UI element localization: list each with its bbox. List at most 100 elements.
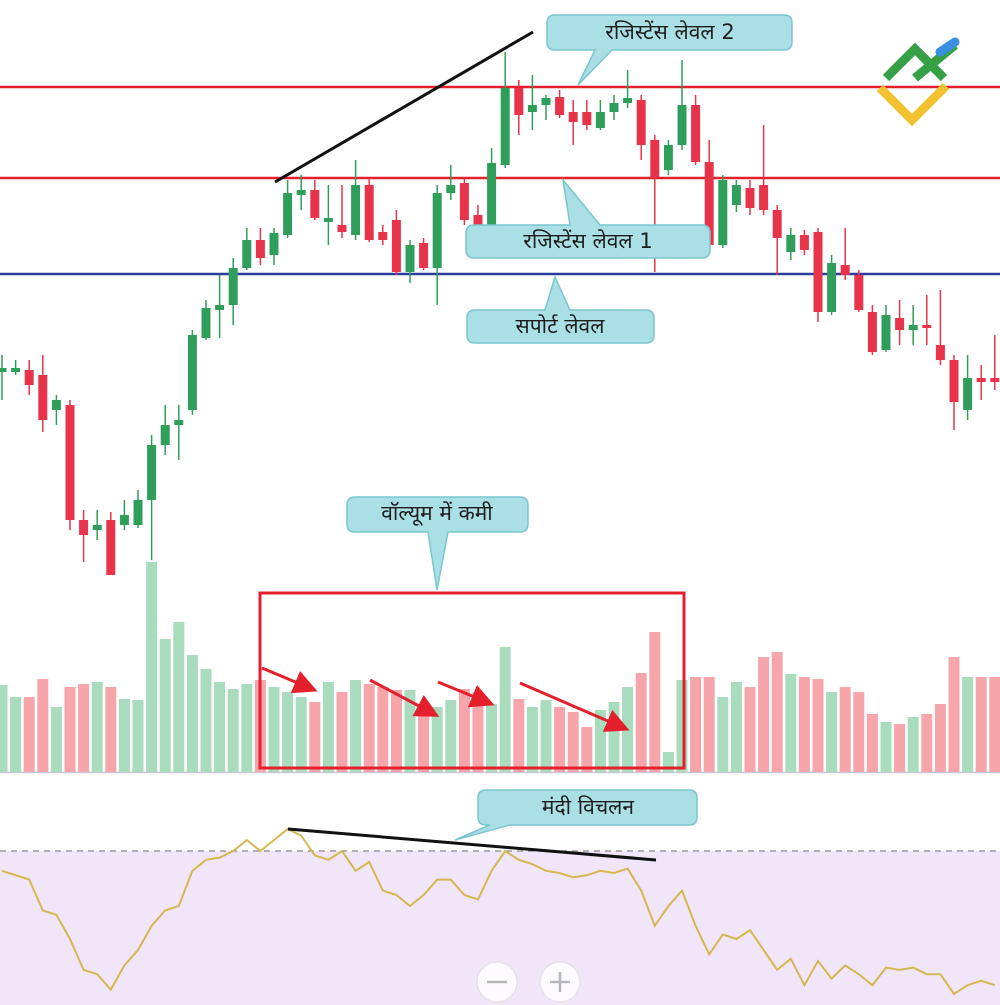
- callout: वॉल्यूम में कमी: [346, 496, 529, 591]
- candle-body: [854, 275, 864, 310]
- candle-body: [718, 180, 728, 245]
- candle-body: [187, 335, 197, 410]
- volume-bar: [690, 677, 702, 772]
- volume-bar: [853, 692, 865, 772]
- candle-body: [201, 308, 211, 338]
- logo: [876, 37, 960, 127]
- volume-bar: [744, 687, 756, 772]
- volume-bar: [758, 657, 770, 772]
- volume-bar: [336, 692, 348, 772]
- candle-body: [364, 185, 374, 240]
- candle-body: [527, 105, 537, 112]
- volume-bar: [526, 707, 538, 772]
- volume-bar: [703, 677, 715, 772]
- candle-body: [623, 98, 633, 103]
- volume-bar: [159, 639, 171, 772]
- annotation: वॉल्यूम में कमी: [381, 501, 493, 526]
- volume-bar: [839, 687, 851, 772]
- volume-bar: [227, 689, 239, 772]
- volume-bar: [513, 699, 525, 772]
- candle-body: [813, 232, 823, 312]
- candle-body: [24, 370, 34, 385]
- volume-bar: [91, 682, 103, 772]
- zoom-out-button[interactable]: [476, 961, 518, 1003]
- volume-bar: [404, 690, 416, 772]
- candle-body: [323, 218, 333, 222]
- candle-body: [459, 183, 469, 220]
- candle-body: [38, 375, 48, 420]
- arrow: [369, 678, 440, 717]
- volume-bar: [0, 685, 8, 772]
- candle-body: [541, 98, 551, 105]
- candle-body: [759, 185, 769, 210]
- arrow: [437, 680, 495, 708]
- volume-bar: [975, 677, 987, 772]
- arrow: [261, 666, 318, 694]
- annotation: मंदी विचलन: [542, 795, 635, 819]
- volume-bar: [676, 680, 688, 772]
- candle-body: [391, 220, 401, 272]
- candle-body: [663, 145, 673, 170]
- volume-panel: [0, 562, 1000, 772]
- volume-bar: [295, 697, 307, 772]
- candle-body: [51, 400, 61, 410]
- candle-body: [351, 185, 361, 235]
- volume-bar: [23, 697, 35, 772]
- volume-bar: [146, 562, 158, 772]
- candle-body: [378, 232, 388, 240]
- volume-bar: [499, 647, 511, 772]
- trend-line: [274, 30, 534, 184]
- callout: सपोर्ट लेवल: [466, 274, 655, 344]
- trend-line: [287, 827, 657, 862]
- candle-body: [677, 105, 687, 145]
- candle-body: [895, 318, 905, 330]
- volume-bar: [118, 699, 130, 772]
- volume-bar: [649, 632, 661, 772]
- candle-body: [228, 268, 238, 305]
- volume-bar: [635, 673, 647, 772]
- candle-body: [840, 265, 850, 275]
- candle-body: [704, 162, 714, 245]
- volume-bar: [458, 689, 470, 772]
- volume-bar: [907, 717, 919, 772]
- candle-body: [922, 325, 932, 328]
- candle-body: [119, 515, 129, 525]
- candle-body: [827, 263, 837, 312]
- candle-body: [881, 315, 891, 350]
- annotation: रजिस्टेंस लेवल 1: [523, 229, 652, 253]
- volume-bar: [717, 697, 729, 772]
- zoom-in-button[interactable]: [539, 961, 581, 1003]
- candle-body: [500, 88, 510, 165]
- highlight-box: [258, 591, 686, 770]
- candle-body: [133, 500, 143, 525]
- candle-body: [582, 112, 592, 125]
- candle-body: [555, 97, 565, 115]
- volume-bar: [418, 705, 430, 772]
- candle-body: [976, 378, 986, 382]
- volume-bar: [567, 712, 579, 772]
- volume-bar: [486, 704, 498, 772]
- candle-body: [514, 88, 524, 115]
- volume-bar: [268, 687, 280, 772]
- volume-bar: [132, 700, 144, 772]
- candle-body: [432, 193, 442, 268]
- volume-bar: [390, 690, 402, 772]
- volume-bar: [10, 697, 22, 772]
- volume-bar: [37, 679, 49, 772]
- volume-bar: [798, 677, 810, 772]
- volume-bar: [608, 702, 620, 772]
- rsi-line: [1, 827, 996, 996]
- volume-bar: [241, 684, 253, 772]
- volume-bar: [934, 704, 946, 772]
- volume-bar: [363, 684, 375, 772]
- candle-body: [283, 193, 293, 235]
- candle-body: [731, 185, 741, 205]
- volume-bar: [64, 687, 76, 772]
- volume-bar: [309, 702, 321, 772]
- candle-body: [595, 112, 605, 128]
- price-panel: [0, 52, 1000, 575]
- candle-body: [568, 112, 578, 122]
- volume-bar: [989, 677, 1000, 772]
- volume-bar: [622, 687, 634, 772]
